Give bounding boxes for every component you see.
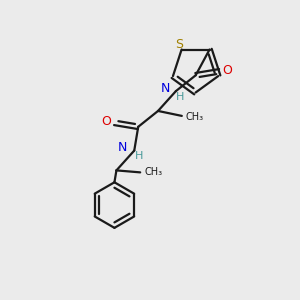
Text: H: H — [176, 92, 184, 102]
Text: O: O — [222, 64, 232, 77]
Text: CH₃: CH₃ — [144, 167, 162, 177]
Text: H: H — [135, 151, 143, 160]
Text: N: N — [160, 82, 170, 95]
Text: CH₃: CH₃ — [186, 112, 204, 122]
Text: N: N — [118, 141, 127, 154]
Text: S: S — [175, 38, 183, 51]
Text: O: O — [102, 115, 112, 128]
